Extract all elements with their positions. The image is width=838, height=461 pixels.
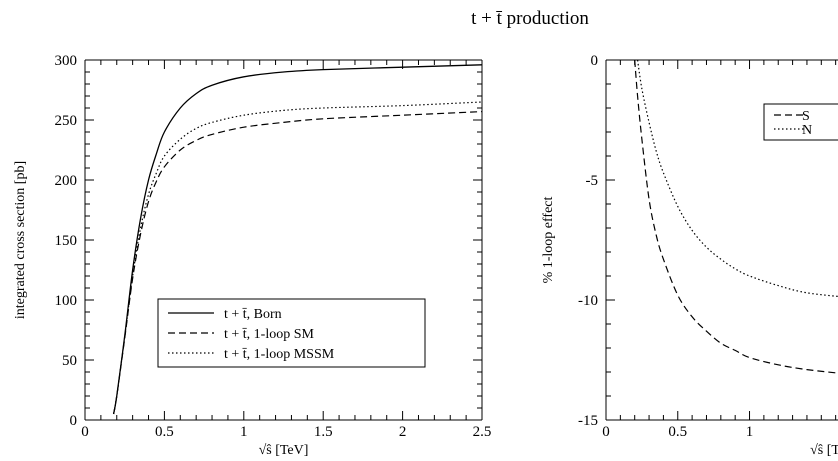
x-tick-label: 1 xyxy=(746,424,754,440)
x-tick-label: 2.5 xyxy=(473,424,492,440)
x-tick-label: 0 xyxy=(602,424,610,440)
series-line-0 xyxy=(634,60,838,374)
x-tick-label: 2 xyxy=(399,424,407,440)
x-tick-label: 0.5 xyxy=(155,424,174,440)
y-tick-label: -5 xyxy=(586,173,599,189)
legend-box xyxy=(763,103,838,141)
y-tick-label: 50 xyxy=(62,353,77,369)
x-tick-label: 0.5 xyxy=(668,424,687,440)
series-group xyxy=(112,64,482,415)
series-group xyxy=(634,60,838,374)
legend: SN xyxy=(763,103,838,141)
y-tick-label: 200 xyxy=(55,173,78,189)
x-axis-label: √ŝ [TeV] xyxy=(259,443,309,458)
legend-label-0: S xyxy=(802,109,810,124)
legend-label-1: N xyxy=(802,123,812,138)
loop-effect-chart: 0 0.5 1 0 -5 -10 -15 √ŝ [T % 1-loop effect SN xyxy=(541,53,838,458)
legend-label-2: t + t̄, 1-loop MSSM xyxy=(224,347,335,362)
y-tick-label: 300 xyxy=(55,53,78,69)
y-tick-label: 100 xyxy=(55,293,78,309)
y-tick-label: 150 xyxy=(55,233,78,249)
legend-label-1: t + t̄, 1-loop SM xyxy=(224,327,315,342)
cross-section-chart: 0 0.5 1 1.5 2 2.5 0 50 100 150 200 250 300 √ŝ [TeV] in… xyxy=(13,53,491,458)
y-axis-label: integrated cross section [pb] xyxy=(13,161,28,319)
x-tick-label: 0 xyxy=(81,424,89,440)
x-tick-label: 1.5 xyxy=(314,424,333,440)
x-axis-label: √ŝ [T xyxy=(810,443,838,458)
y-tick-label: 250 xyxy=(55,113,78,129)
y-tick-label: -10 xyxy=(578,293,598,309)
series-line-1 xyxy=(112,111,482,415)
legend-label-0: t + t̄, Born xyxy=(224,307,282,322)
figure-title: t + t̄ production xyxy=(471,8,589,29)
y-axis-label: % 1-loop effect xyxy=(541,196,556,283)
y-tick-label: 0 xyxy=(70,413,78,429)
y-tick-label: -15 xyxy=(578,413,598,429)
series-line-1 xyxy=(636,60,838,298)
legend: t + t̄, Born t + t̄, 1-loop SM t + t̄, 1-l… xyxy=(157,298,426,368)
y-tick-label: 0 xyxy=(591,53,599,69)
x-tick-label: 1 xyxy=(240,424,248,440)
